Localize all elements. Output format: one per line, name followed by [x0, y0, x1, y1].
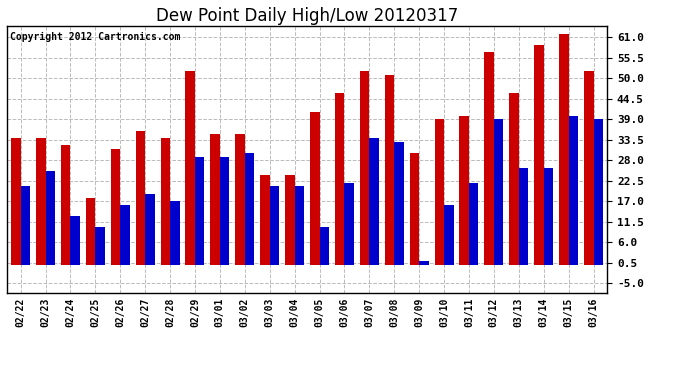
Bar	[95, 227, 105, 265]
Bar	[295, 186, 304, 265]
Bar	[509, 93, 519, 265]
Bar	[385, 75, 394, 265]
Bar	[460, 116, 469, 265]
Bar	[519, 168, 529, 265]
Bar	[11, 138, 21, 265]
Bar	[360, 71, 369, 265]
Bar	[494, 119, 503, 265]
Bar	[161, 138, 170, 265]
Bar	[245, 153, 254, 265]
Bar	[534, 45, 544, 265]
Bar	[36, 138, 46, 265]
Bar	[319, 227, 329, 265]
Bar	[111, 149, 120, 265]
Bar	[444, 205, 453, 265]
Bar	[70, 216, 80, 265]
Bar	[394, 142, 404, 265]
Bar	[335, 93, 344, 265]
Bar	[195, 157, 204, 265]
Bar	[86, 198, 95, 265]
Bar	[569, 116, 578, 265]
Bar	[544, 168, 553, 265]
Bar	[344, 183, 354, 265]
Bar	[285, 175, 295, 265]
Text: Copyright 2012 Cartronics.com: Copyright 2012 Cartronics.com	[10, 32, 180, 42]
Bar	[310, 112, 319, 265]
Bar	[120, 205, 130, 265]
Bar	[369, 138, 379, 265]
Bar	[210, 134, 220, 265]
Bar	[484, 53, 494, 265]
Bar	[584, 71, 593, 265]
Bar	[559, 34, 569, 265]
Bar	[186, 71, 195, 265]
Bar	[410, 153, 419, 265]
Bar	[145, 194, 155, 265]
Bar	[419, 261, 428, 265]
Bar	[136, 130, 145, 265]
Bar	[593, 119, 603, 265]
Bar	[469, 183, 478, 265]
Bar	[46, 171, 55, 265]
Title: Dew Point Daily High/Low 20120317: Dew Point Daily High/Low 20120317	[156, 7, 458, 25]
Bar	[435, 119, 444, 265]
Bar	[61, 146, 70, 265]
Bar	[170, 201, 179, 265]
Bar	[235, 134, 245, 265]
Bar	[21, 186, 30, 265]
Bar	[260, 175, 270, 265]
Bar	[270, 186, 279, 265]
Bar	[220, 157, 229, 265]
